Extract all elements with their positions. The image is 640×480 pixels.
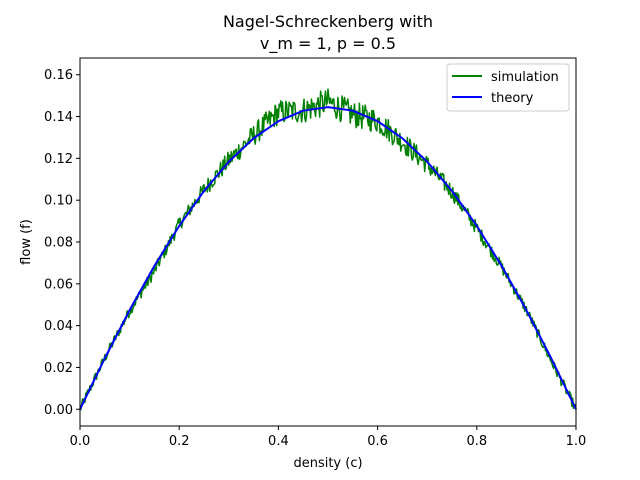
chart-title-line-1: Nagel-Schreckenberg with	[223, 12, 433, 31]
y-axis-label: flow (f)	[19, 219, 34, 265]
y-tick-label: 0.16	[44, 68, 73, 83]
x-tick-label: 0.6	[367, 434, 388, 449]
y-tick-label: 0.04	[44, 319, 73, 334]
x-tick-label: 0.8	[466, 434, 487, 449]
plot-frame	[79, 57, 577, 427]
x-tick-label: 0.2	[169, 434, 190, 449]
y-tick-label: 0.00	[44, 403, 73, 418]
y-tick-label: 0.08	[44, 236, 73, 251]
y-tick-label: 0.06	[44, 277, 73, 292]
y-tick-label: 0.14	[44, 110, 73, 125]
y-axis: 0.00 0.02 0.04 0.06 0.08 0.10 0.12 0.14 0.16	[44, 68, 80, 418]
x-tick-label: 0.0	[70, 434, 91, 449]
x-tick-label: 0.4	[268, 434, 289, 449]
x-tick-label: 1.0	[566, 434, 587, 449]
plot-area	[79, 88, 577, 411]
y-tick-label: 0.12	[44, 152, 73, 167]
series-line-simulation	[79, 88, 577, 411]
x-axis: 0.0 0.2 0.4 0.6 0.8 1.0	[70, 426, 587, 449]
legend: simulation theory	[446, 63, 570, 112]
x-axis-label: density (c)	[293, 456, 362, 471]
chart-title-line-2: v_m = 1, p = 0.5	[260, 34, 396, 54]
series-line-theory	[79, 106, 577, 410]
y-tick-label: 0.02	[44, 361, 73, 376]
y-tick-label: 0.10	[44, 194, 73, 209]
legend-label-simulation: simulation	[491, 70, 559, 85]
legend-label-theory: theory	[491, 91, 534, 106]
